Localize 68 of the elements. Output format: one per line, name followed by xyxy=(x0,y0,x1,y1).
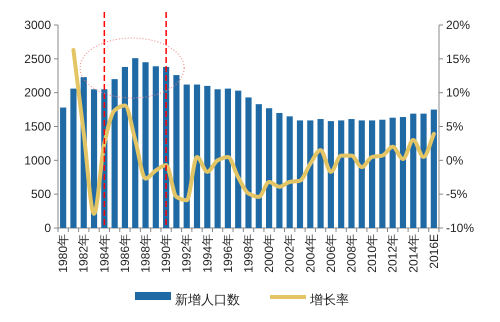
bar xyxy=(122,66,128,228)
y2-tick-label: 15% xyxy=(446,52,470,66)
x-tick-label: 2000年 xyxy=(262,234,276,273)
bar xyxy=(173,75,180,228)
x-tick-label: 1988年 xyxy=(138,234,153,273)
y-tick-label: 3000 xyxy=(24,18,52,32)
bar xyxy=(400,117,406,228)
y-tick-label: 500 xyxy=(30,187,52,202)
y2-tick-label: 20% xyxy=(446,18,470,32)
bar xyxy=(235,90,242,228)
bar xyxy=(410,114,416,228)
bar xyxy=(60,108,66,228)
bar xyxy=(142,62,149,228)
bar xyxy=(70,88,77,228)
bar xyxy=(307,120,314,228)
line-series xyxy=(71,48,436,216)
bar xyxy=(296,120,304,228)
x-tick-label: 2008年 xyxy=(344,234,358,273)
bar xyxy=(430,110,437,228)
x-tick-label: 1980年 xyxy=(56,234,70,273)
x-tick-label: 2014年 xyxy=(406,234,420,273)
bar xyxy=(276,112,282,228)
x-tick-label: 2006年 xyxy=(324,234,338,273)
x-tick-label: 1984年 xyxy=(97,234,112,273)
bar xyxy=(286,116,293,228)
y-tick-label: 2500 xyxy=(24,52,52,66)
bar xyxy=(420,114,427,228)
bar xyxy=(358,120,365,228)
y-tick-label: 2000 xyxy=(24,86,52,100)
y-tick-label: 1500 xyxy=(24,120,52,134)
bar xyxy=(368,120,376,228)
x-tick-label: 1986年 xyxy=(118,234,132,273)
bar xyxy=(379,120,386,228)
x-tick-label: 1994年 xyxy=(200,234,214,273)
bar xyxy=(317,119,324,228)
bar xyxy=(112,79,118,228)
y-tick-label: 0 xyxy=(44,221,52,235)
x-tick-label: 2004年 xyxy=(303,234,318,273)
bar xyxy=(204,86,210,228)
bar xyxy=(194,84,200,228)
bar xyxy=(152,66,159,228)
bar xyxy=(338,120,344,228)
x-tick-label: 1990年 xyxy=(159,234,174,273)
y2-tick-label: -5% xyxy=(446,187,468,202)
x-tick-label: 1982年 xyxy=(76,234,91,273)
x-tick-label: 1992年 xyxy=(180,234,194,273)
bar xyxy=(224,88,231,228)
x-tick-label: 1996年 xyxy=(220,234,235,273)
x-tick-label: 2010年 xyxy=(365,234,380,273)
bar xyxy=(214,89,221,228)
y-tick-label: 1000 xyxy=(24,153,52,168)
y2-tick-label: 10% xyxy=(446,86,470,100)
bar xyxy=(266,108,272,228)
x-tick-label: 1998年 xyxy=(242,234,256,273)
bar xyxy=(256,104,262,228)
legend-label: 增长率 xyxy=(309,292,349,307)
x-tick-label: 2012年 xyxy=(386,234,400,273)
bar xyxy=(390,118,396,228)
y2-tick-label: 0% xyxy=(446,153,464,168)
legend-label: 新增人口数 xyxy=(175,292,240,307)
bar xyxy=(328,121,334,228)
x-tick-label: 2002年 xyxy=(282,234,297,273)
y2-tick-label: 5% xyxy=(446,120,464,134)
bar xyxy=(184,84,190,228)
x-tick-label: 2016E xyxy=(426,234,441,269)
y2-tick-label: -10% xyxy=(446,221,474,235)
bar xyxy=(348,119,355,228)
bar xyxy=(245,97,252,228)
